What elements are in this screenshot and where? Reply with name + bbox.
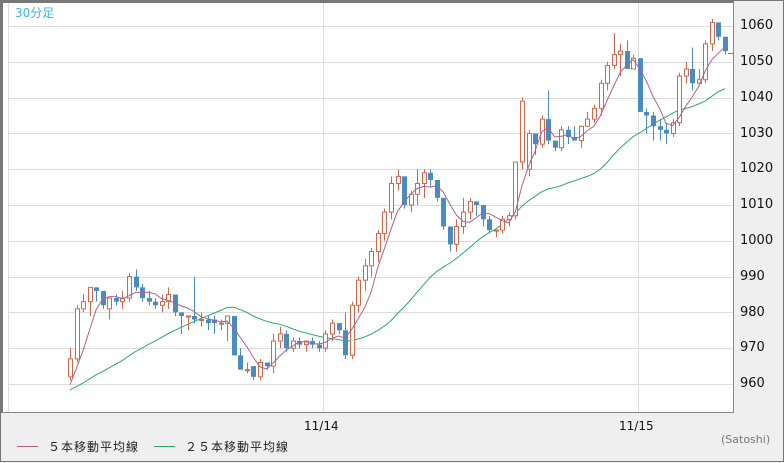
timeframe-label: 30分足 (15, 6, 55, 20)
x-tick-label: 11/15 (619, 419, 654, 433)
legend-label-ma25: ２５本移動平均線 (185, 440, 290, 454)
ma5-swatch (17, 446, 38, 447)
y-tick-label: 980 (740, 305, 765, 320)
x-tick-label: 11/14 (304, 419, 339, 433)
y-tick-label: 1000 (740, 233, 774, 248)
y-tick-label: 1010 (740, 197, 774, 212)
y-tick-label: 1030 (740, 126, 774, 141)
y-tick-label: 990 (740, 269, 765, 284)
y-tick-label: 1060 (740, 18, 774, 33)
credit-label: (Satoshi) (721, 433, 771, 446)
y-tick-label: 1020 (740, 161, 774, 176)
legend-label-ma5: ５本移動平均線 (48, 440, 140, 454)
plot-area (1, 1, 734, 413)
ma25-swatch (154, 446, 175, 447)
y-tick-label: 960 (740, 376, 765, 391)
y-tick-label: 970 (740, 340, 765, 355)
y-tick-label: 1050 (740, 54, 774, 69)
legend-item-ma25: ２５本移動平均線 (154, 438, 289, 455)
legend-item-ma5: ５本移動平均線 (17, 438, 139, 455)
y-tick-label: 1040 (740, 90, 774, 105)
